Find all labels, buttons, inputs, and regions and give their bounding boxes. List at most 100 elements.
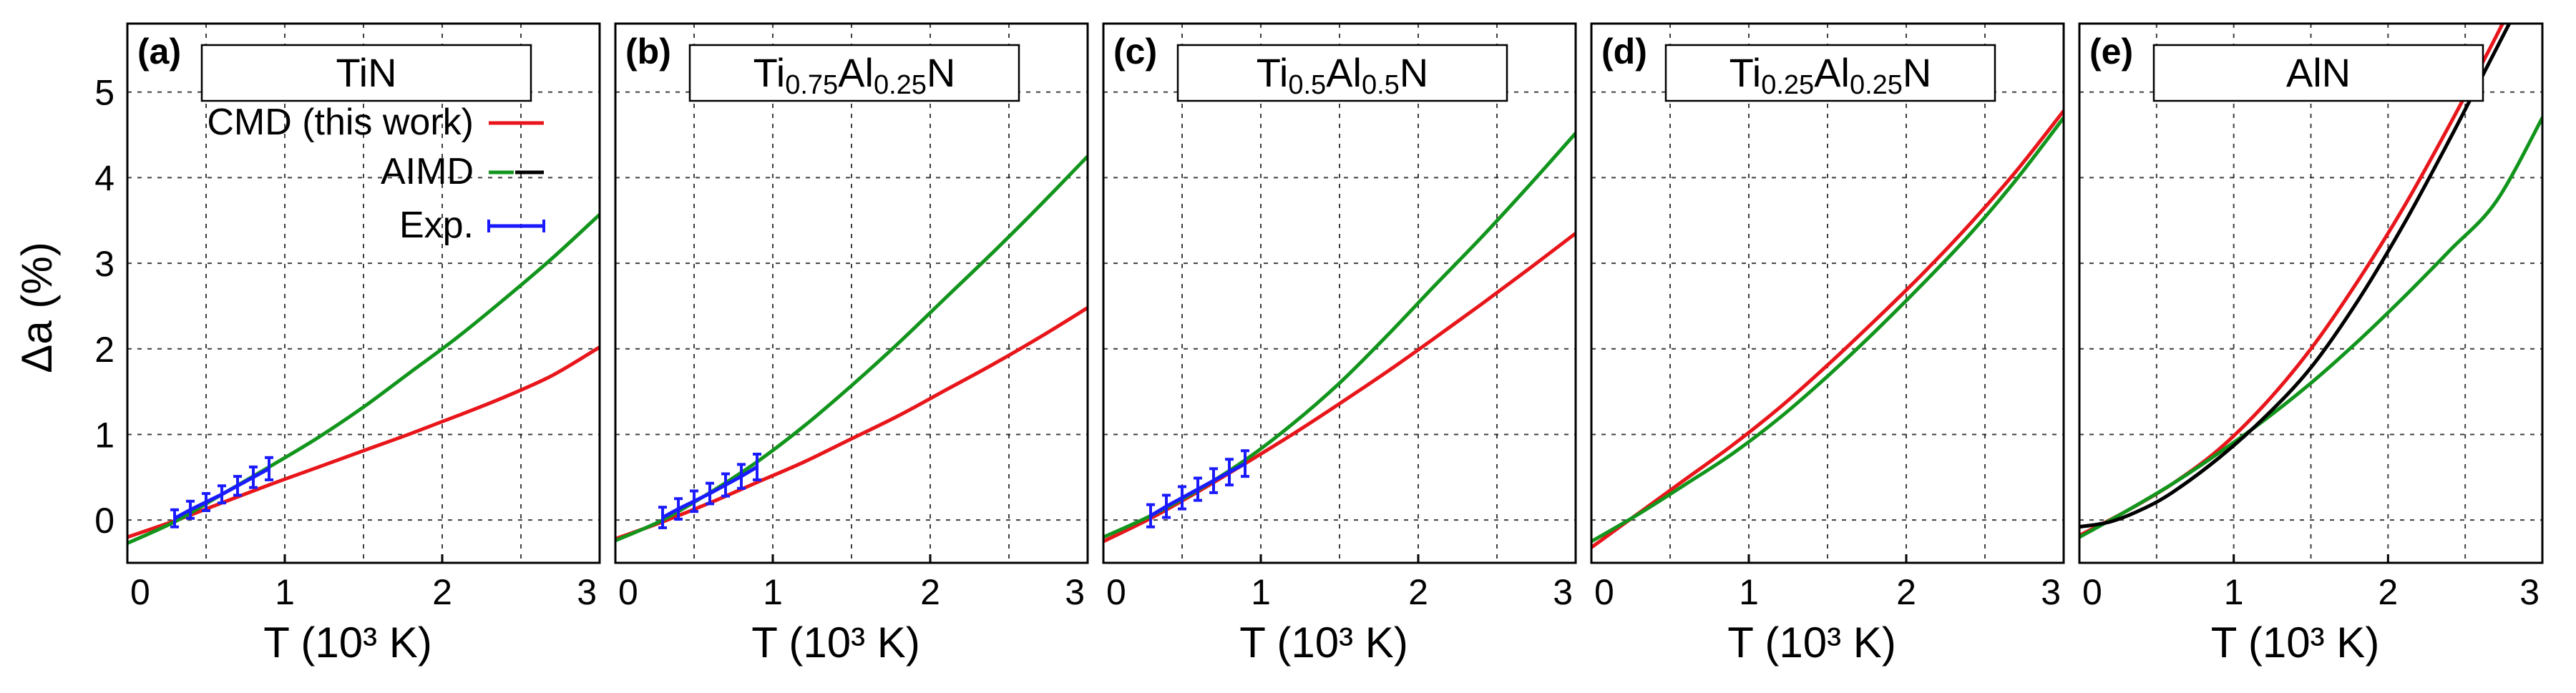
x-axis-label: T (10³ K) bbox=[1239, 619, 1408, 667]
x-tick-label: 2 bbox=[432, 572, 452, 612]
title-box bbox=[1176, 44, 1508, 102]
title-subscript: 0.5 bbox=[1288, 70, 1326, 100]
title-element: Al bbox=[2286, 50, 2322, 95]
x-tick-label: 1 bbox=[1251, 572, 1271, 612]
plot-frame bbox=[614, 22, 1089, 564]
exp-errorbar bbox=[1146, 503, 1155, 529]
title-subscript: 0.25 bbox=[1761, 70, 1814, 100]
title-element: Ti bbox=[1257, 50, 1289, 95]
plot-frame bbox=[1102, 22, 1577, 564]
x-tick-label: 2 bbox=[1896, 572, 1916, 612]
x-axis-label: T (10³ K) bbox=[1727, 619, 1896, 667]
y-tick-label: 3 bbox=[94, 244, 114, 284]
series-group bbox=[1591, 109, 2064, 549]
title-element: N bbox=[2322, 50, 2351, 95]
exp-errorbar bbox=[186, 499, 195, 520]
title-box bbox=[200, 44, 532, 102]
title-element: Al bbox=[1326, 50, 1362, 95]
title-element: Ti bbox=[1729, 50, 1762, 95]
x-tick-label: 3 bbox=[1065, 572, 1085, 612]
x-tick-label: 3 bbox=[2041, 572, 2061, 612]
title-box bbox=[2152, 44, 2484, 102]
panel-title: Ti0.25​Al0.25​N bbox=[1729, 50, 1932, 100]
y-tick-label: 5 bbox=[94, 73, 114, 113]
title-subscript: 0.25 bbox=[1850, 70, 1903, 100]
exp-errorbar bbox=[170, 508, 179, 529]
legend-label: AIMD bbox=[381, 151, 474, 192]
y-axis-label: Δa (%) bbox=[13, 242, 61, 373]
grid bbox=[615, 24, 1088, 563]
title-element: N bbox=[1903, 50, 1931, 95]
exp-errorbar bbox=[218, 484, 226, 505]
panel-label: (d) bbox=[1601, 31, 1647, 72]
plot-frame bbox=[2078, 22, 2544, 564]
x-tick-label: 2 bbox=[1408, 572, 1428, 612]
exp-errorbar bbox=[249, 465, 258, 489]
grid bbox=[1591, 24, 2064, 563]
legend-label: Exp. bbox=[399, 205, 474, 246]
legend: CMD (this work) AIMD Exp. bbox=[207, 102, 545, 246]
title-element: Al bbox=[838, 50, 874, 95]
title-element: N bbox=[368, 50, 396, 95]
series-group bbox=[615, 154, 1088, 543]
exp-errorbar bbox=[1241, 449, 1249, 478]
panel-label: (e) bbox=[2089, 31, 2133, 72]
exp-errorbar bbox=[721, 472, 730, 498]
title-box bbox=[1664, 44, 1996, 102]
x-tick-label: 3 bbox=[2519, 572, 2540, 612]
x-tick-label: 0 bbox=[2082, 572, 2102, 612]
series-line-aimd bbox=[2079, 116, 2542, 539]
x-tick-label: 0 bbox=[618, 572, 638, 612]
y-tick-label: 2 bbox=[94, 330, 114, 370]
exp-errorbar bbox=[658, 506, 667, 529]
series-group bbox=[127, 212, 600, 545]
title-element: Ti bbox=[336, 50, 368, 95]
title-box bbox=[688, 44, 1020, 102]
exp-errorbar bbox=[265, 456, 273, 481]
exp-errorbar bbox=[202, 492, 210, 512]
panel-e: 0 1 2 3 T (10³ K) (e) AlN bbox=[2078, 22, 2544, 667]
exp-errorbar bbox=[1178, 485, 1186, 511]
series-line-cmd-this-work bbox=[615, 305, 1088, 541]
x-axis-label: T (10³ K) bbox=[2211, 619, 2380, 667]
grid bbox=[2079, 24, 2542, 563]
y-tick-label: 1 bbox=[94, 415, 114, 455]
x-tick-label: 1 bbox=[1739, 572, 1759, 612]
x-tick-label: 1 bbox=[763, 572, 783, 612]
x-tick-label: 3 bbox=[1553, 572, 1573, 612]
x-tick-label: 1 bbox=[2224, 572, 2244, 612]
panel-title: Ti0.75​Al0.25​N bbox=[753, 50, 956, 100]
panel-a: 0 1 2 3 0 1 2 3 4 5 T (10³ K) (a) TiN CMD (this work)… bbox=[94, 22, 601, 667]
legend-label: CMD (this work) bbox=[207, 102, 474, 143]
series-line-aimd-black bbox=[2079, 24, 2512, 529]
exp-errorbar bbox=[233, 475, 242, 497]
panel-label: (c) bbox=[1113, 31, 1157, 72]
title-subscript: 0.5 bbox=[1362, 70, 1400, 100]
title-element: Al bbox=[1814, 50, 1850, 95]
exp-errorbar bbox=[674, 497, 683, 521]
plot-frame bbox=[126, 22, 601, 564]
exp-errorbar bbox=[690, 489, 698, 513]
panel-label: (a) bbox=[137, 31, 181, 72]
exp-errorbar bbox=[753, 453, 761, 481]
exp-errorbar bbox=[737, 463, 746, 490]
title-element: Ti bbox=[753, 50, 786, 95]
panel-title: AlN bbox=[2286, 50, 2351, 95]
title-subscript: 0.25 bbox=[874, 70, 927, 100]
panel-title: Ti0.5​Al0.5​N bbox=[1257, 50, 1428, 100]
x-tick-label: 0 bbox=[130, 572, 150, 612]
x-tick-label: 0 bbox=[1106, 572, 1126, 612]
x-tick-label: 0 bbox=[1594, 572, 1614, 612]
series-line-cmd-this-work bbox=[127, 345, 600, 539]
y-tick-label: 0 bbox=[94, 501, 114, 541]
series-group bbox=[1103, 131, 1576, 544]
exp-errorbar bbox=[1225, 458, 1234, 487]
panel-title: TiN bbox=[336, 50, 396, 95]
x-tick-label: 2 bbox=[920, 572, 940, 612]
series-line-aimd bbox=[1591, 116, 2064, 544]
grid bbox=[1103, 24, 1576, 563]
title-element: N bbox=[1400, 50, 1428, 95]
title-subscript: 0.75 bbox=[785, 70, 838, 100]
